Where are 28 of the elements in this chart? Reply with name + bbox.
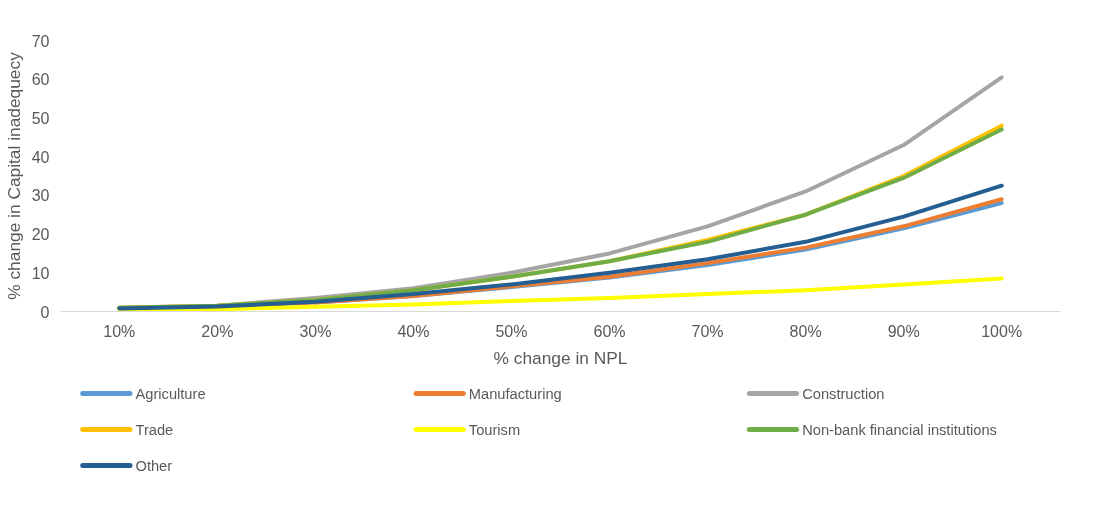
y-tick-label: 20 <box>31 226 50 244</box>
x-tick-label: 60% <box>593 322 626 340</box>
x-axis-title: % change in NPL <box>493 347 628 368</box>
x-tick-label: 100% <box>981 322 1023 340</box>
legend-label: Agriculture <box>135 385 206 402</box>
y-tick-label: 70 <box>31 32 50 50</box>
y-axis-title: % change in Capital inadequecy <box>3 51 24 300</box>
line-series <box>117 276 1004 312</box>
legend-label: Construction <box>802 385 885 402</box>
legend-label: Non-bank financial institutions <box>802 421 997 438</box>
y-tick-label: 60 <box>31 71 50 89</box>
legend-label: Trade <box>135 421 174 438</box>
x-tick-label: 30% <box>299 322 332 340</box>
legend-label: Manufacturing <box>468 385 562 402</box>
y-tick-label: 30 <box>31 187 50 205</box>
x-tick-label: 90% <box>887 322 920 340</box>
y-tick-label: 40 <box>31 148 50 166</box>
y-tick-label: 10 <box>31 264 50 282</box>
y-tick-label: 0 <box>40 303 50 321</box>
x-tick-label: 70% <box>691 322 724 340</box>
x-tick-label: 40% <box>397 322 430 340</box>
y-tick-label: 50 <box>31 109 50 127</box>
x-tick-label: 10% <box>103 322 136 340</box>
x-tick-label: 20% <box>201 322 234 340</box>
legend-label: Other <box>135 457 173 474</box>
legend-label: Tourism <box>468 421 521 438</box>
x-tick-label: 80% <box>789 322 822 340</box>
x-tick-label: 50% <box>495 322 528 340</box>
